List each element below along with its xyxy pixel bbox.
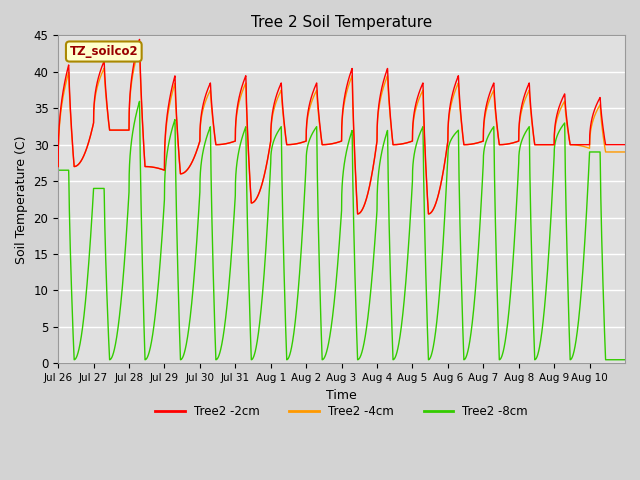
Title: Tree 2 Soil Temperature: Tree 2 Soil Temperature [251, 15, 432, 30]
Y-axis label: Soil Temperature (C): Soil Temperature (C) [15, 135, 28, 264]
Legend: Tree2 -2cm, Tree2 -4cm, Tree2 -8cm: Tree2 -2cm, Tree2 -4cm, Tree2 -8cm [150, 401, 533, 423]
X-axis label: Time: Time [326, 389, 357, 402]
Text: TZ_soilco2: TZ_soilco2 [70, 45, 138, 58]
